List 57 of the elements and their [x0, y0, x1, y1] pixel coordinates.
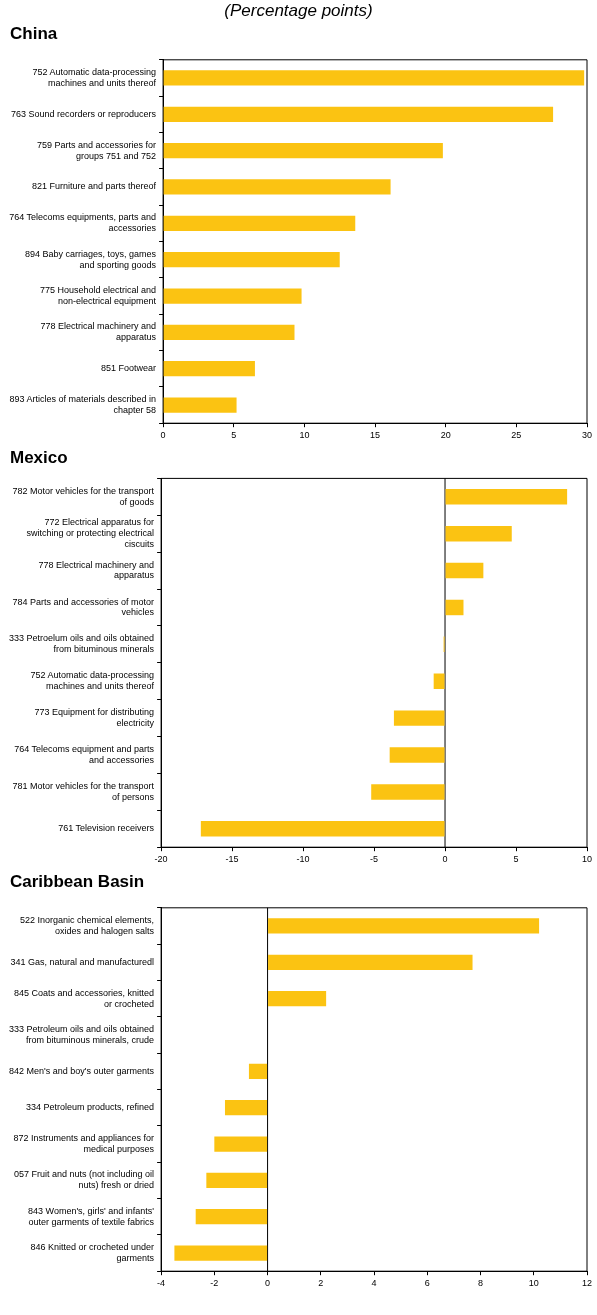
x-tick-label: 12 [581, 1278, 593, 1289]
x-tick-label: 0 [442, 854, 448, 865]
y-tick-label: 341 Gas, natural and manufacturedl [10, 956, 155, 967]
y-tick-label: 782 Motor vehicles for the transport of goods [12, 485, 155, 507]
y-tick-label: 893 Articles of materials described in chapter 58 [9, 394, 157, 415]
y-tick-label: 773 Equipment for distributing electricity [34, 707, 155, 728]
chart-subtitle: (Percentage points) [223, 0, 374, 22]
chart-title: Caribbean Basin [9, 871, 146, 893]
y-tick-label: 894 Baby carriages, toys, games and sporting goods [25, 248, 157, 270]
y-tick-label: 752 Automatic data-processing machines and units thereof [30, 670, 155, 692]
y-tick-label: 872 Instruments and appliances for medical purposes [13, 1133, 155, 1154]
y-tick-label: 778 Electrical machinery and apparatus [40, 321, 157, 343]
y-tick-label: 761 Television receivers [58, 823, 155, 834]
x-tick-label: 15 [370, 430, 381, 441]
x-tick-label: 10 [581, 854, 593, 865]
x-tick-label: 4 [371, 1278, 377, 1289]
y-tick-label: 772 Electrical apparatus for switching or protecting electrical ciscuits [26, 517, 155, 549]
y-tick-label: 764 Telecoms equipment and parts and accessories [14, 744, 155, 765]
x-tick-label: -2 [210, 1278, 219, 1289]
y-tick-label: 778 Electrical machinery and apparatus [38, 559, 155, 581]
chart-title: China [9, 23, 59, 45]
chart-title: Mexico [9, 447, 69, 469]
x-tick-label: 5 [513, 854, 519, 865]
x-tick-label: 0 [265, 1278, 271, 1289]
x-tick-label: -15 [225, 854, 239, 865]
y-tick-label: 763 Sound recorders or reproducers [10, 108, 157, 119]
x-tick-label: -5 [370, 854, 379, 865]
y-tick-label: 764 Telecoms equipments, parts and accessories [9, 212, 157, 234]
y-tick-label: 333 Petroleum oils and oils obtained from bituminous minerals, crude [8, 1024, 155, 1045]
x-tick-label: 10 [528, 1278, 539, 1289]
y-tick-label: 781 Motor vehicles for the transport of persons [12, 780, 155, 802]
x-tick-label: 6 [424, 1278, 430, 1289]
x-tick-label: 5 [231, 430, 237, 441]
x-tick-label: -20 [154, 854, 168, 865]
y-tick-label: 752 Automatic data-processing machines and units thereof [32, 67, 157, 88]
y-tick-label: 851 Footwear [101, 363, 157, 374]
x-tick-label: 8 [478, 1278, 484, 1289]
x-tick-label: 20 [440, 430, 451, 441]
y-tick-label: 846 Knitted or crocheted under garments [30, 1242, 155, 1263]
x-tick-label: -10 [296, 854, 310, 865]
x-tick-label: 25 [511, 430, 522, 441]
x-tick-label: -4 [157, 1278, 166, 1289]
y-tick-label: 522 Inorganic chemical elements, oxides and halogen salts [20, 915, 155, 936]
x-tick-label: 0 [160, 430, 166, 441]
y-tick-label: 334 Petroleum products, refined [26, 1102, 155, 1113]
y-tick-label: 842 Men's and boy's outer garments [9, 1065, 155, 1076]
y-tick-label: 057 Fruit and nuts (not including oil nuts) fresh or dried [14, 1169, 155, 1191]
y-tick-label: 333 Petroelum oils and oils obtained from bituminous minerals [8, 633, 155, 655]
x-tick-label: 10 [299, 430, 310, 441]
y-tick-label: 775 Household electrical and non-electrical equipment [40, 285, 157, 306]
y-tick-label: 784 Parts and accessories of motor vehicles [12, 596, 155, 618]
x-tick-label: 2 [318, 1278, 324, 1289]
y-tick-label: 845 Coats and accessories, knitted or crocheted [14, 987, 155, 1009]
y-tick-label: 821 Furniture and parts thereof [32, 181, 157, 192]
x-tick-label: 30 [581, 430, 593, 441]
y-tick-label: 759 Parts and accessories for groups 751 and 752 [37, 139, 157, 161]
y-tick-label: 843 Women's, girls' and infants' outer garments of textile fabrics [28, 1205, 155, 1227]
